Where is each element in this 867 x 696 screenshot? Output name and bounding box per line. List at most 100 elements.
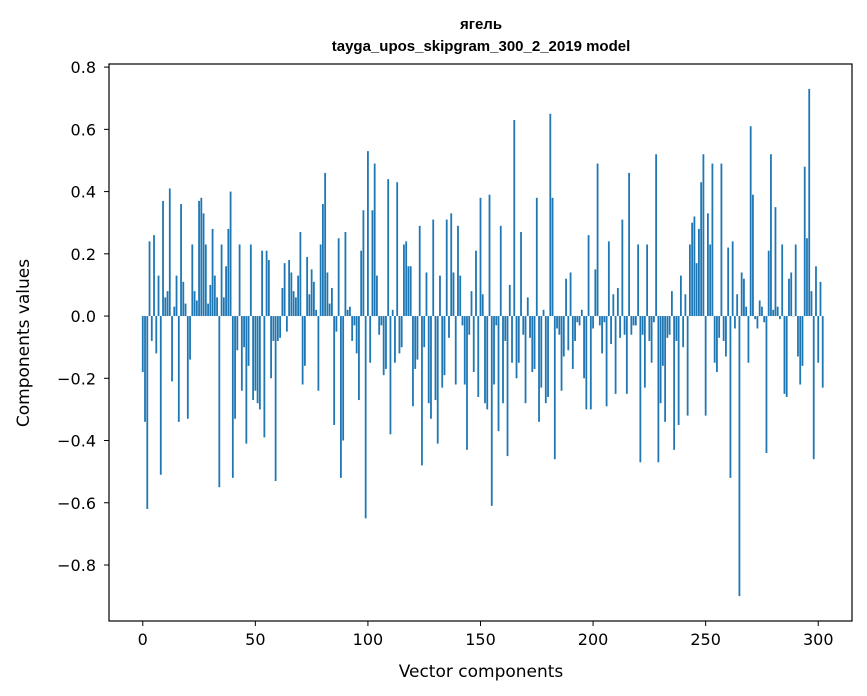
bar-210 <box>615 316 617 394</box>
bar-252 <box>709 244 711 316</box>
y-tick-label: 0.0 <box>71 307 96 326</box>
bar-272 <box>754 316 756 319</box>
bar-115 <box>401 316 403 347</box>
bar-68 <box>295 297 297 316</box>
bar-162 <box>507 316 509 456</box>
bar-79 <box>320 244 322 316</box>
bar-249 <box>703 154 705 316</box>
bar-15 <box>176 276 178 316</box>
bar-181 <box>549 114 551 316</box>
bar-163 <box>509 285 511 316</box>
y-tick-label: −0.8 <box>57 556 96 575</box>
bar-169 <box>522 316 524 335</box>
bar-24 <box>196 300 198 316</box>
bar-55 <box>266 251 268 316</box>
bar-226 <box>651 316 653 363</box>
bar-118 <box>408 266 410 316</box>
bar-13 <box>171 316 173 381</box>
bar-197 <box>585 316 587 409</box>
bar-271 <box>752 195 754 316</box>
bar-224 <box>646 244 648 316</box>
bar-274 <box>759 300 761 316</box>
bar-90 <box>345 232 347 316</box>
bar-74 <box>308 294 310 316</box>
bar-277 <box>766 316 768 453</box>
bar-183 <box>554 316 556 459</box>
bar-207 <box>608 241 610 316</box>
bar-260 <box>727 248 729 316</box>
x-tick-label: 0 <box>138 630 148 649</box>
bar-238 <box>678 316 680 425</box>
bar-49 <box>252 316 254 400</box>
bar-66 <box>290 272 292 316</box>
bar-82 <box>327 272 329 316</box>
bar-112 <box>394 316 396 363</box>
bar-231 <box>662 316 664 366</box>
bar-140 <box>457 226 459 316</box>
bar-219 <box>635 316 637 325</box>
bar-77 <box>315 310 317 316</box>
bar-196 <box>583 316 585 378</box>
bar-138 <box>453 272 455 316</box>
bar-267 <box>743 279 745 316</box>
bar-268 <box>745 307 747 316</box>
bar-52 <box>259 316 261 409</box>
bar-34 <box>218 316 220 487</box>
bar-150 <box>480 198 482 316</box>
bar-14 <box>173 307 175 316</box>
bar-11 <box>167 291 169 316</box>
y-tick-label: 0.8 <box>71 58 96 77</box>
bar-19 <box>185 304 187 316</box>
bar-54 <box>263 316 265 437</box>
bar-21 <box>189 316 191 360</box>
y-tick-label: 0.4 <box>71 183 96 202</box>
bar-65 <box>288 260 290 316</box>
bar-292 <box>799 316 801 384</box>
bar-229 <box>657 316 659 462</box>
y-axis-label: Components values <box>14 259 34 427</box>
bar-45 <box>243 316 245 347</box>
bar-193 <box>576 316 578 322</box>
chart-subtitle: tayga_upos_skipgram_300_2_2019 model <box>332 38 631 55</box>
bar-171 <box>527 297 529 316</box>
bar-282 <box>777 307 779 316</box>
bar-51 <box>257 316 259 403</box>
bar-86 <box>336 316 338 332</box>
bar-58 <box>272 316 274 341</box>
bar-76 <box>313 282 315 316</box>
bar-200 <box>592 316 594 328</box>
bar-36 <box>223 297 225 316</box>
bar-31 <box>212 229 214 316</box>
bar-27 <box>203 213 205 316</box>
bar-139 <box>455 316 457 384</box>
bar-137 <box>450 213 452 316</box>
bar-22 <box>191 244 193 316</box>
bar-176 <box>538 316 540 422</box>
bar-75 <box>311 269 313 316</box>
bar-157 <box>495 316 497 325</box>
bar-174 <box>534 316 536 369</box>
bar-103 <box>374 164 376 316</box>
bar-47 <box>248 316 250 366</box>
bar-111 <box>392 310 394 316</box>
bar-28 <box>205 244 207 316</box>
bar-296 <box>808 89 810 316</box>
bar-236 <box>673 316 675 450</box>
bar-227 <box>653 316 655 322</box>
bar-67 <box>293 291 295 316</box>
bar-187 <box>563 316 565 356</box>
bar-104 <box>376 276 378 316</box>
bar-240 <box>682 316 684 347</box>
bar-53 <box>261 251 263 316</box>
bar-245 <box>693 216 695 316</box>
bar-8 <box>160 316 162 475</box>
bar-129 <box>432 220 434 316</box>
bar-295 <box>806 238 808 316</box>
bar-237 <box>675 316 677 341</box>
x-axis-label: Vector components <box>399 662 564 682</box>
bar-69 <box>297 276 299 316</box>
bar-223 <box>644 316 646 388</box>
bar-168 <box>520 232 522 316</box>
bar-275 <box>761 307 763 316</box>
bar-290 <box>795 244 797 316</box>
